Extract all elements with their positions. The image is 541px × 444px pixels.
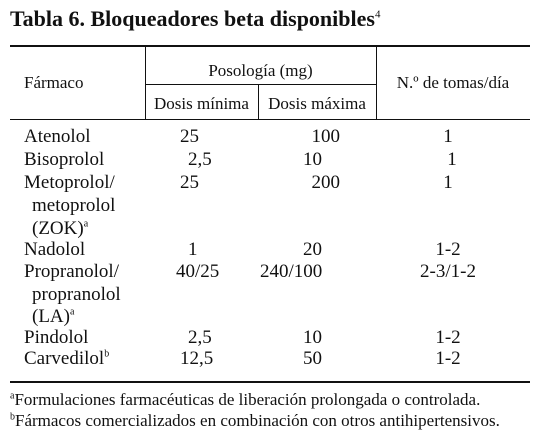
header-divider xyxy=(10,119,530,120)
column-divider-3 xyxy=(376,46,377,119)
drug-name: Nadolol xyxy=(24,239,86,260)
header-posologia: Posología (mg) xyxy=(208,61,313,80)
dosis-minima: 25 xyxy=(180,126,199,147)
header-tomas: N.º de tomas/día xyxy=(396,73,510,92)
table-frame xyxy=(10,45,530,383)
tomas-dia: 1 xyxy=(443,172,453,193)
footnote-mark: a xyxy=(83,218,89,230)
drug-name: Bisoprolol xyxy=(24,149,105,170)
drug-name-line2: propranolol xyxy=(32,284,121,305)
table-title: Tabla 6. Bloqueadores beta disponibles4 xyxy=(10,6,380,32)
footnote-b-text: Fármacos comercializados en combinación … xyxy=(15,411,500,430)
footnote-b: bFármacos comercializados en combinación… xyxy=(10,411,500,431)
tomas-dia: 1-2 xyxy=(435,327,461,348)
dosis-maxima: 200 xyxy=(311,172,341,193)
column-divider-2 xyxy=(258,84,259,119)
tomas-dia: 1-2 xyxy=(435,239,461,260)
footnote-a-text: Formulaciones farmacéuticas de liberació… xyxy=(14,390,481,409)
dosis-maxima: 240/100 xyxy=(260,261,323,282)
table-title-text: Tabla 6. Bloqueadores beta disponibles xyxy=(10,6,375,31)
footnote-a-mark: a xyxy=(10,390,15,402)
drug-name: Metoprolol/ xyxy=(24,172,115,193)
drug-name: Carvedilolb xyxy=(24,348,110,369)
dosis-minima: 1 xyxy=(188,239,198,260)
drug-name-line3: (LA)a xyxy=(32,306,75,327)
dosis-minima: 40/25 xyxy=(176,261,220,282)
header-farmaco: Fármaco xyxy=(24,73,84,92)
header-dosis-maxima: Dosis máxima xyxy=(268,94,366,113)
drug-name: Propranolol/ xyxy=(24,261,119,282)
dosis-minima: 25 xyxy=(180,172,199,193)
drug-name: Pindolol xyxy=(24,327,89,348)
footnote-a: aFormulaciones farmacéuticas de liberaci… xyxy=(10,390,480,410)
footnote-mark: b xyxy=(104,348,110,360)
dosis-minima: 2,5 xyxy=(188,149,212,170)
posologia-divider xyxy=(145,84,376,85)
tomas-dia: 1 xyxy=(447,149,457,170)
dosis-minima: 12,5 xyxy=(180,348,214,369)
tomas-dia: 1 xyxy=(443,126,453,147)
tomas-dia: 1-2 xyxy=(435,348,461,369)
footnote-b-mark: b xyxy=(10,411,15,423)
title-reference: 4 xyxy=(374,8,381,21)
header-dosis-minima: Dosis mínima xyxy=(154,94,249,113)
drug-name-line2: metoprolol xyxy=(32,195,116,216)
dosis-maxima: 10 xyxy=(303,327,322,348)
drug-name-line3: (ZOK)a xyxy=(32,218,89,239)
dosis-maxima: 20 xyxy=(303,239,322,260)
dosis-maxima: 100 xyxy=(311,126,341,147)
dosis-minima: 2,5 xyxy=(188,327,212,348)
tomas-dia: 2-3/1-2 xyxy=(420,261,476,282)
column-divider-1 xyxy=(145,46,146,119)
dosis-maxima: 50 xyxy=(303,348,322,369)
footnote-mark: a xyxy=(69,306,75,318)
dosis-maxima: 10 xyxy=(303,149,322,170)
drug-name: Atenolol xyxy=(24,126,91,147)
